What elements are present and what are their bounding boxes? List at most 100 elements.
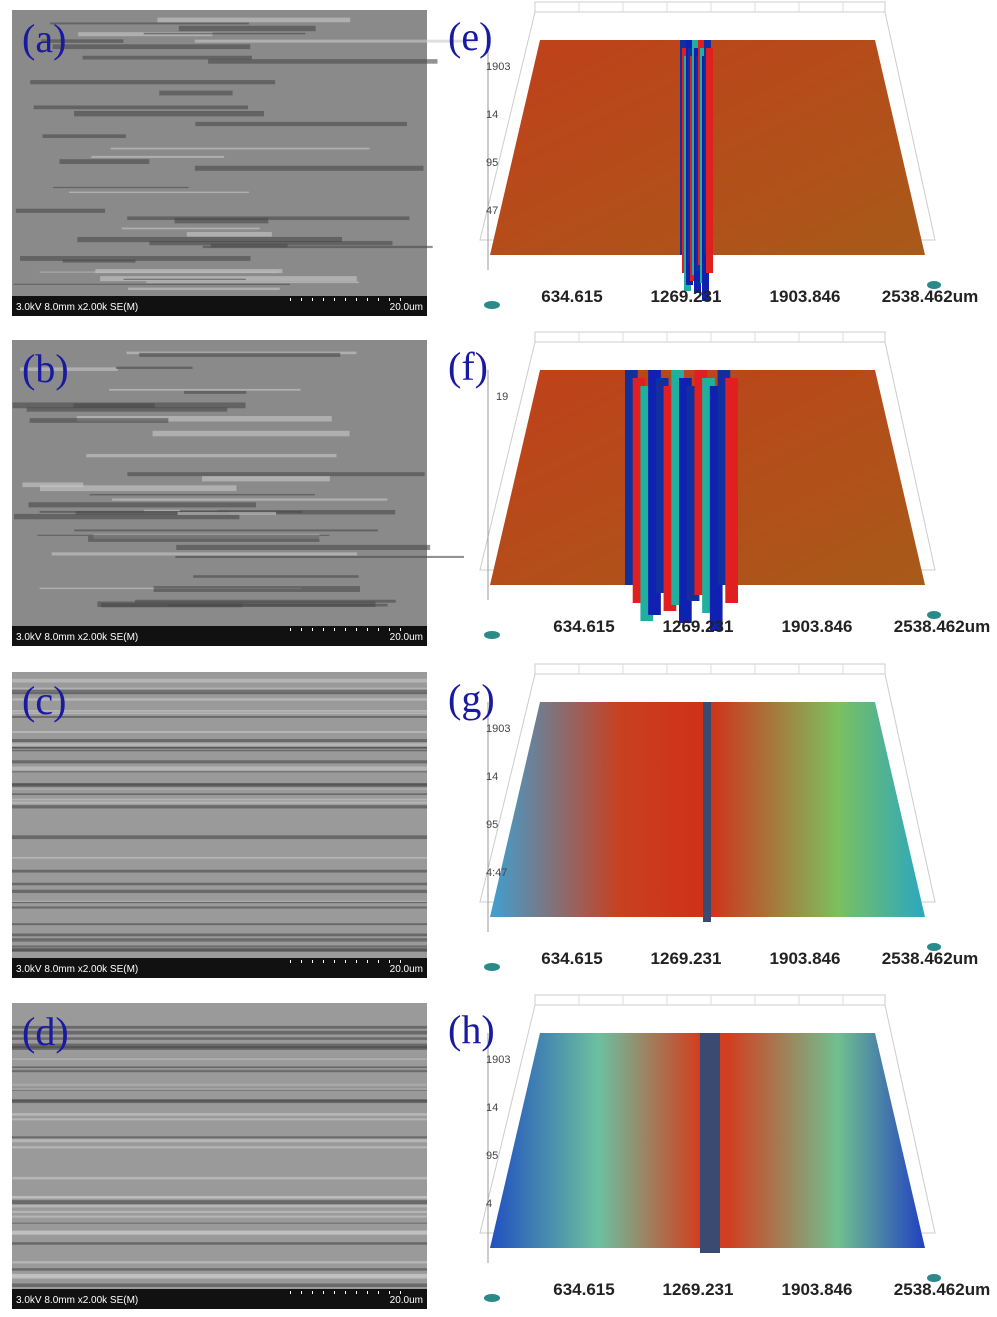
surface-streak bbox=[12, 923, 427, 925]
surface-streak bbox=[12, 934, 427, 937]
scale-tick bbox=[389, 298, 390, 301]
surface-streak bbox=[12, 1205, 427, 1208]
surface-streak bbox=[179, 26, 316, 31]
surface-streak bbox=[135, 600, 396, 603]
scale-tick bbox=[400, 628, 401, 631]
surface-streak bbox=[69, 192, 249, 193]
y-tick-label: 4 bbox=[486, 1198, 492, 1210]
surface-streak bbox=[74, 529, 378, 531]
surface-streak bbox=[12, 1057, 427, 1060]
y-tick-label: 14 bbox=[486, 771, 498, 783]
surface-streak bbox=[12, 710, 427, 712]
scale-tick bbox=[345, 298, 346, 301]
panel-label: (b) bbox=[22, 346, 69, 391]
surface-streak bbox=[12, 1136, 427, 1138]
y-tick-label: 1903 bbox=[486, 723, 510, 735]
scale-label: 20.0um bbox=[390, 302, 423, 313]
surface-streak bbox=[12, 1037, 427, 1039]
scale-tick bbox=[367, 1291, 368, 1294]
surface-streak bbox=[12, 1216, 427, 1218]
scale-tick bbox=[290, 1291, 291, 1294]
sem-image bbox=[12, 10, 427, 296]
x-tick-label: 1269.231 bbox=[651, 949, 722, 968]
surface-streak bbox=[12, 1196, 427, 1198]
scale-tick bbox=[334, 628, 335, 631]
scale-tick bbox=[400, 298, 401, 301]
surface-streak bbox=[159, 91, 232, 96]
scale-tick bbox=[301, 960, 302, 963]
surface-streak bbox=[52, 552, 357, 555]
surface-streak bbox=[12, 1099, 427, 1101]
surface-streak bbox=[12, 716, 427, 718]
surface-streak bbox=[13, 284, 289, 285]
surface-streak bbox=[12, 747, 427, 748]
x-tick-label: 634.615 bbox=[553, 617, 614, 636]
scale-tick bbox=[356, 960, 357, 963]
scale-tick bbox=[345, 960, 346, 963]
surface-streak bbox=[27, 407, 228, 411]
scale-tick bbox=[378, 960, 379, 963]
scale-tick bbox=[378, 1291, 379, 1294]
surface-streak bbox=[12, 783, 427, 786]
surface-streak bbox=[12, 1268, 427, 1270]
surface-streak bbox=[12, 688, 427, 689]
surface-streak bbox=[12, 1026, 427, 1029]
surface-streak bbox=[30, 418, 169, 423]
panel-label: (h) bbox=[448, 1007, 495, 1052]
surface-streak bbox=[12, 712, 427, 714]
surface-streak bbox=[12, 1047, 427, 1050]
surface-streak bbox=[12, 793, 427, 795]
surface-streak bbox=[153, 431, 350, 436]
surface-streak bbox=[12, 857, 427, 859]
surface-streak bbox=[176, 545, 430, 550]
surface-streak bbox=[127, 216, 409, 220]
sem-info: 3.0kV 8.0mm x2.00k SE(M) bbox=[16, 1295, 138, 1306]
profile-panel: 190314954:47634.6151269.2311903.8462538.… bbox=[448, 664, 978, 971]
x-tick-label: 1903.846 bbox=[770, 287, 841, 306]
surface-streak bbox=[12, 1200, 427, 1204]
axis-icon bbox=[484, 301, 500, 309]
surface-streak bbox=[112, 498, 387, 500]
surface-streak bbox=[12, 890, 427, 893]
scale-label: 20.0um bbox=[390, 1295, 423, 1306]
surface-streak bbox=[139, 353, 340, 357]
surface-streak bbox=[208, 59, 437, 64]
surface-streak bbox=[144, 33, 306, 35]
surface-streak bbox=[127, 472, 424, 476]
y-tick-label: 95 bbox=[486, 157, 498, 169]
surface-streak bbox=[12, 1139, 427, 1142]
surface-streak bbox=[12, 789, 427, 790]
x-tick-label: 1269.231 bbox=[663, 617, 734, 636]
x-tick-label: 634.615 bbox=[541, 949, 602, 968]
wear-track bbox=[700, 1033, 720, 1253]
surface-streak bbox=[12, 692, 427, 694]
y-tick-label: 14 bbox=[486, 1102, 498, 1114]
y-tick-label: 1903 bbox=[486, 1054, 510, 1066]
surface-streak bbox=[116, 367, 193, 369]
surface-streak bbox=[12, 1223, 427, 1224]
surface-streak bbox=[12, 945, 427, 946]
axis-icon bbox=[484, 963, 500, 971]
surface-streak bbox=[195, 122, 407, 126]
scale-tick bbox=[400, 960, 401, 963]
surface-streak bbox=[12, 1146, 427, 1148]
surface-streak bbox=[154, 586, 360, 592]
surface-streak bbox=[12, 679, 427, 683]
surface-streak bbox=[53, 187, 189, 188]
panel-label: (c) bbox=[22, 678, 66, 723]
surface-streak bbox=[40, 272, 279, 273]
scale-tick bbox=[323, 960, 324, 963]
figure: 3.0kV 8.0mm x2.00k SE(M)20.0um(a)3.0kV 8… bbox=[0, 0, 997, 1317]
panel-label: (e) bbox=[448, 14, 492, 59]
surface-streak bbox=[12, 743, 427, 747]
sem-info: 3.0kV 8.0mm x2.00k SE(M) bbox=[16, 964, 138, 975]
axis-icon bbox=[927, 943, 941, 951]
scale-tick bbox=[301, 1291, 302, 1294]
surface-streak bbox=[12, 1084, 427, 1086]
surface-streak bbox=[195, 166, 424, 171]
surface-streak bbox=[20, 256, 250, 261]
surface-streak bbox=[90, 494, 315, 495]
surface-streak bbox=[12, 731, 427, 733]
surface-streak bbox=[12, 1177, 427, 1180]
